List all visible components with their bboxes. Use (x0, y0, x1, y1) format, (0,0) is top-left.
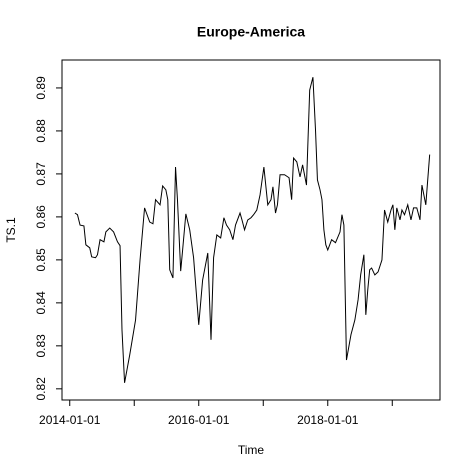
y-tick-label: 0.87 (34, 162, 48, 186)
y-tick-label: 0.88 (34, 119, 48, 143)
series-line (74, 77, 431, 383)
chart-title: Europe-America (197, 24, 305, 40)
x-axis-label: Time (238, 443, 265, 457)
plot-box (61, 59, 441, 401)
y-tick-label: 0.85 (34, 248, 48, 272)
x-tick-label: 2018-01-01 (297, 413, 359, 427)
y-axis-label: TS.1 (4, 217, 18, 243)
x-tick-label: 2014-01-01 (39, 413, 101, 427)
y-tick-label: 0.89 (34, 76, 48, 100)
x-tick-label: 2016-01-01 (168, 413, 230, 427)
y-tick-label: 0.84 (34, 291, 48, 315)
y-tick-label: 0.82 (34, 377, 48, 401)
y-tick-label: 0.83 (34, 334, 48, 358)
y-tick-label: 0.86 (34, 205, 48, 229)
